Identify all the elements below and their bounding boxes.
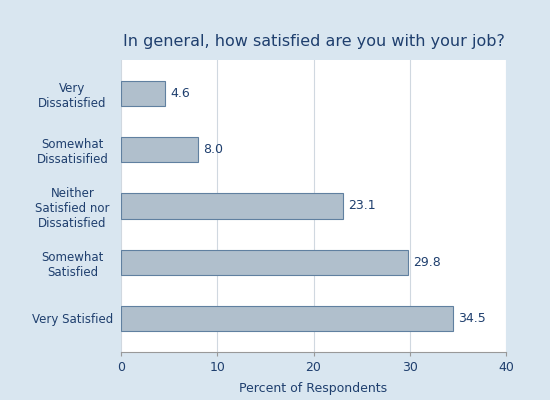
Bar <box>121 81 165 106</box>
Text: 8.0: 8.0 <box>203 143 223 156</box>
Bar <box>121 137 198 162</box>
Text: 29.8: 29.8 <box>412 256 441 269</box>
Title: In general, how satisfied are you with your job?: In general, how satisfied are you with y… <box>123 34 504 49</box>
Text: 4.6: 4.6 <box>170 87 190 100</box>
Bar <box>121 306 453 331</box>
Bar <box>121 250 408 275</box>
Text: 34.5: 34.5 <box>458 312 486 325</box>
Text: 23.1: 23.1 <box>348 200 376 212</box>
Bar <box>121 193 343 219</box>
X-axis label: Percent of Respondents: Percent of Respondents <box>239 382 388 395</box>
